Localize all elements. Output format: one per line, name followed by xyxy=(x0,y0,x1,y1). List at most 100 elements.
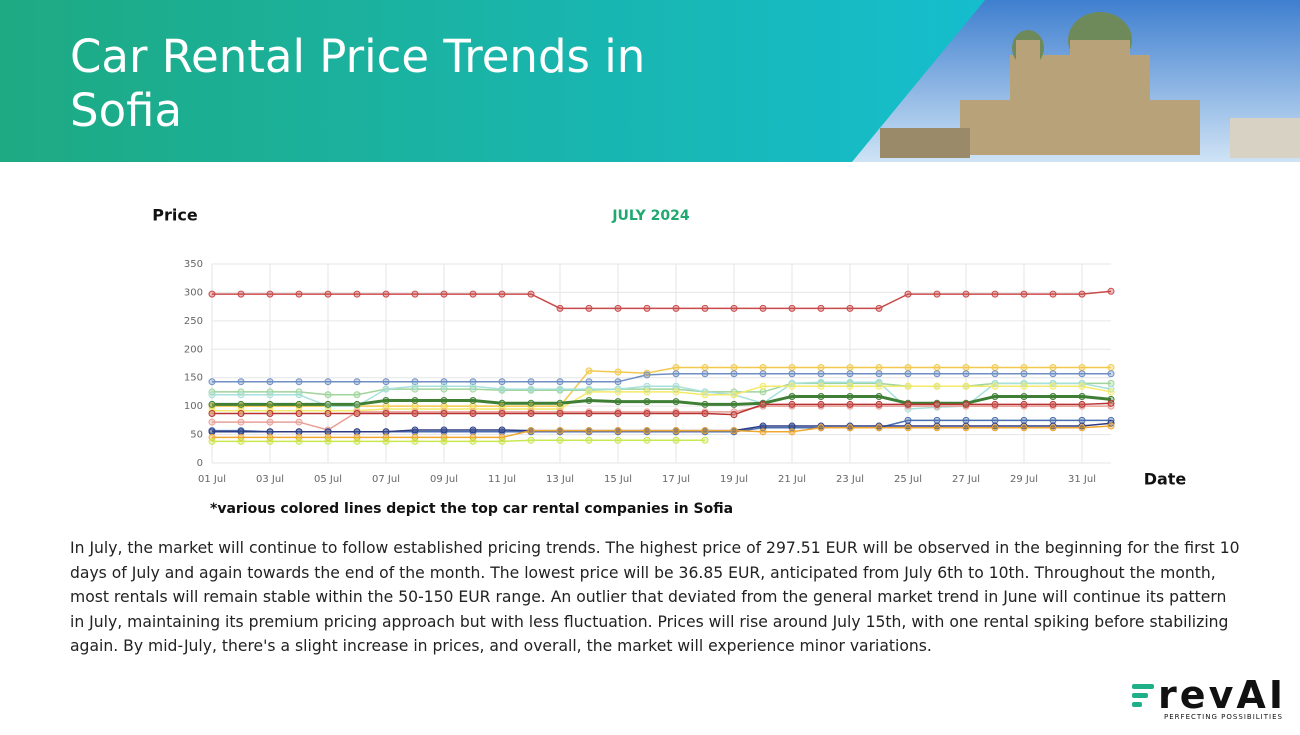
y-tick-label: 350 xyxy=(184,259,203,270)
x-tick-label: 19 Jul xyxy=(720,474,748,485)
data-point xyxy=(759,304,767,312)
data-point xyxy=(643,398,651,406)
data-point xyxy=(904,363,912,371)
data-point xyxy=(962,363,970,371)
data-point xyxy=(1107,287,1115,295)
data-point xyxy=(614,368,622,376)
data-point xyxy=(817,400,825,408)
data-point xyxy=(324,410,332,418)
chart-title: JULY 2024 xyxy=(611,208,690,224)
logo-icon xyxy=(1132,684,1154,689)
data-point xyxy=(701,410,709,418)
data-point xyxy=(904,416,912,424)
y-tick-label: 300 xyxy=(184,287,203,298)
data-point xyxy=(817,424,825,432)
x-tick-label: 11 Jul xyxy=(488,474,516,485)
data-point xyxy=(846,363,854,371)
data-point xyxy=(208,290,216,298)
data-point xyxy=(1078,400,1086,408)
data-point xyxy=(498,378,506,386)
data-point xyxy=(846,424,854,432)
data-point xyxy=(556,427,564,435)
data-point xyxy=(904,290,912,298)
data-point xyxy=(237,378,245,386)
logo: revAI PERFECTING POSSIBILITIES xyxy=(1132,673,1283,721)
y-tick-label: 150 xyxy=(184,373,203,384)
data-point xyxy=(875,370,883,378)
series-line xyxy=(212,425,1112,439)
data-point xyxy=(672,363,680,371)
data-point xyxy=(1020,363,1028,371)
data-point xyxy=(266,437,274,445)
data-point xyxy=(788,392,796,400)
data-point xyxy=(846,304,854,312)
data-point xyxy=(295,437,303,445)
data-point xyxy=(556,399,564,407)
data-point xyxy=(759,370,767,378)
data-point xyxy=(1049,290,1057,298)
data-point xyxy=(498,385,506,393)
data-point xyxy=(1107,422,1115,430)
logo-name: revAI xyxy=(1158,673,1283,717)
data-point xyxy=(382,290,390,298)
data-point xyxy=(1049,400,1057,408)
data-point xyxy=(730,411,738,419)
data-point xyxy=(324,400,332,408)
data-point xyxy=(556,304,564,312)
data-point xyxy=(295,410,303,418)
data-point xyxy=(759,388,767,396)
data-point xyxy=(1020,392,1028,400)
y-tick-label: 0 xyxy=(197,458,203,469)
data-point xyxy=(469,290,477,298)
data-point xyxy=(382,428,390,436)
data-point xyxy=(846,370,854,378)
data-point xyxy=(324,391,332,399)
data-point xyxy=(498,410,506,418)
data-point xyxy=(237,400,245,408)
data-point xyxy=(1107,379,1115,387)
data-point xyxy=(991,370,999,378)
data-point xyxy=(266,400,274,408)
data-point xyxy=(527,290,535,298)
data-point xyxy=(585,388,593,396)
series-line xyxy=(212,402,1112,416)
data-point xyxy=(208,410,216,418)
x-tick-label: 09 Jul xyxy=(430,474,458,485)
data-point xyxy=(875,363,883,371)
data-point xyxy=(875,424,883,432)
data-point xyxy=(643,388,651,396)
data-point xyxy=(556,385,564,393)
data-point xyxy=(875,392,883,400)
data-point xyxy=(672,410,680,418)
data-point xyxy=(353,428,361,436)
data-point xyxy=(991,382,999,390)
data-point xyxy=(208,437,216,445)
data-point xyxy=(933,416,941,424)
data-point xyxy=(643,304,651,312)
data-point xyxy=(353,290,361,298)
data-point xyxy=(962,424,970,432)
data-point xyxy=(817,382,825,390)
data-point xyxy=(353,378,361,386)
x-tick-label: 01 Jul xyxy=(198,474,226,485)
data-point xyxy=(817,304,825,312)
data-point xyxy=(962,370,970,378)
data-point xyxy=(469,410,477,418)
data-point xyxy=(1078,392,1086,400)
logo-tagline: PERFECTING POSSIBILITIES xyxy=(1164,713,1283,721)
data-point xyxy=(469,382,477,390)
data-point xyxy=(411,382,419,390)
data-point xyxy=(411,396,419,404)
data-point xyxy=(1020,416,1028,424)
data-point xyxy=(498,399,506,407)
data-point xyxy=(440,410,448,418)
data-point xyxy=(324,428,332,436)
data-point xyxy=(1078,424,1086,432)
chart-note: *various colored lines depict the top ca… xyxy=(210,501,733,517)
data-point xyxy=(991,392,999,400)
data-point xyxy=(353,400,361,408)
data-point xyxy=(556,436,564,444)
data-point xyxy=(1107,399,1115,407)
data-point xyxy=(759,400,767,408)
x-tick-label: 13 Jul xyxy=(546,474,574,485)
